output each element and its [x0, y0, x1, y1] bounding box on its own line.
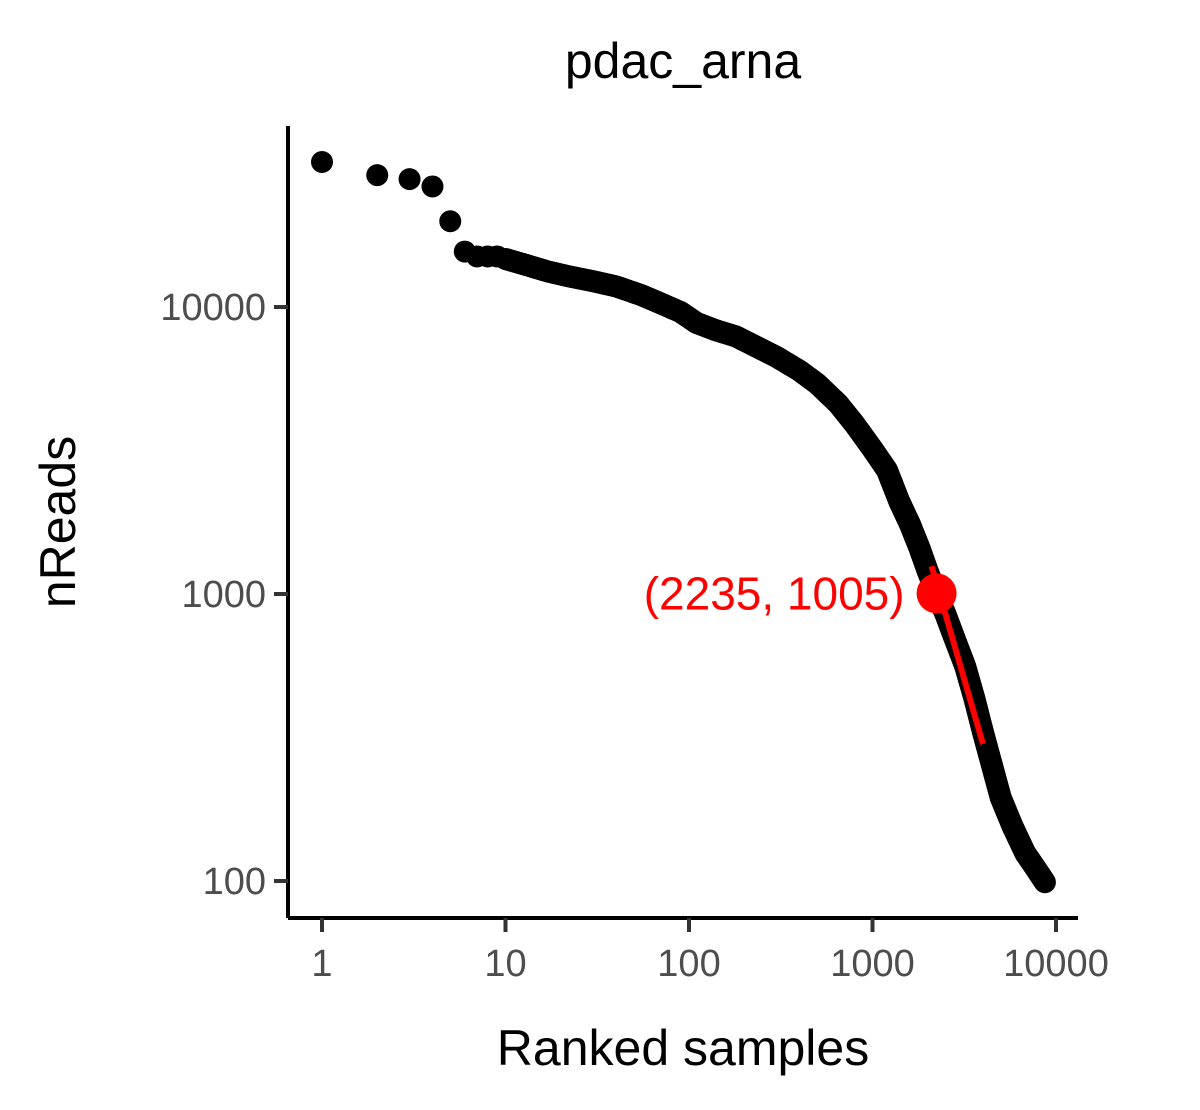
- x-tick-label: 10000: [1003, 943, 1109, 985]
- x-tick-label: 10: [484, 943, 526, 985]
- y-tick-label: 10000: [160, 287, 266, 329]
- x-tick-label: 100: [657, 943, 720, 985]
- annotation-layer: (2235, 1005): [644, 565, 986, 745]
- data-point: [439, 210, 462, 233]
- x-tick-label: 1: [311, 943, 332, 985]
- data-point: [421, 175, 444, 198]
- axes-layer: 1 10 100 1000 10000 100 1000 10000: [160, 126, 1109, 985]
- x-ticks: 1 10 100 1000 10000: [311, 918, 1109, 985]
- data-point: [311, 151, 333, 174]
- annotation-label: (2235, 1005): [644, 567, 905, 619]
- chart-title: pdac_arna: [565, 33, 801, 89]
- data-point: [1033, 871, 1056, 894]
- y-tick-label: 100: [203, 861, 266, 903]
- data-point: [366, 164, 389, 187]
- x-tick-label: 1000: [830, 943, 915, 985]
- y-ticks: 100 1000 10000: [160, 287, 288, 903]
- y-axis-title: nReads: [30, 436, 86, 608]
- x-axis-title: Ranked samples: [497, 1020, 869, 1076]
- data-point: [398, 168, 421, 191]
- points-layer: [311, 151, 1056, 894]
- y-tick-label: 1000: [181, 574, 266, 616]
- highlight-point: [916, 573, 957, 614]
